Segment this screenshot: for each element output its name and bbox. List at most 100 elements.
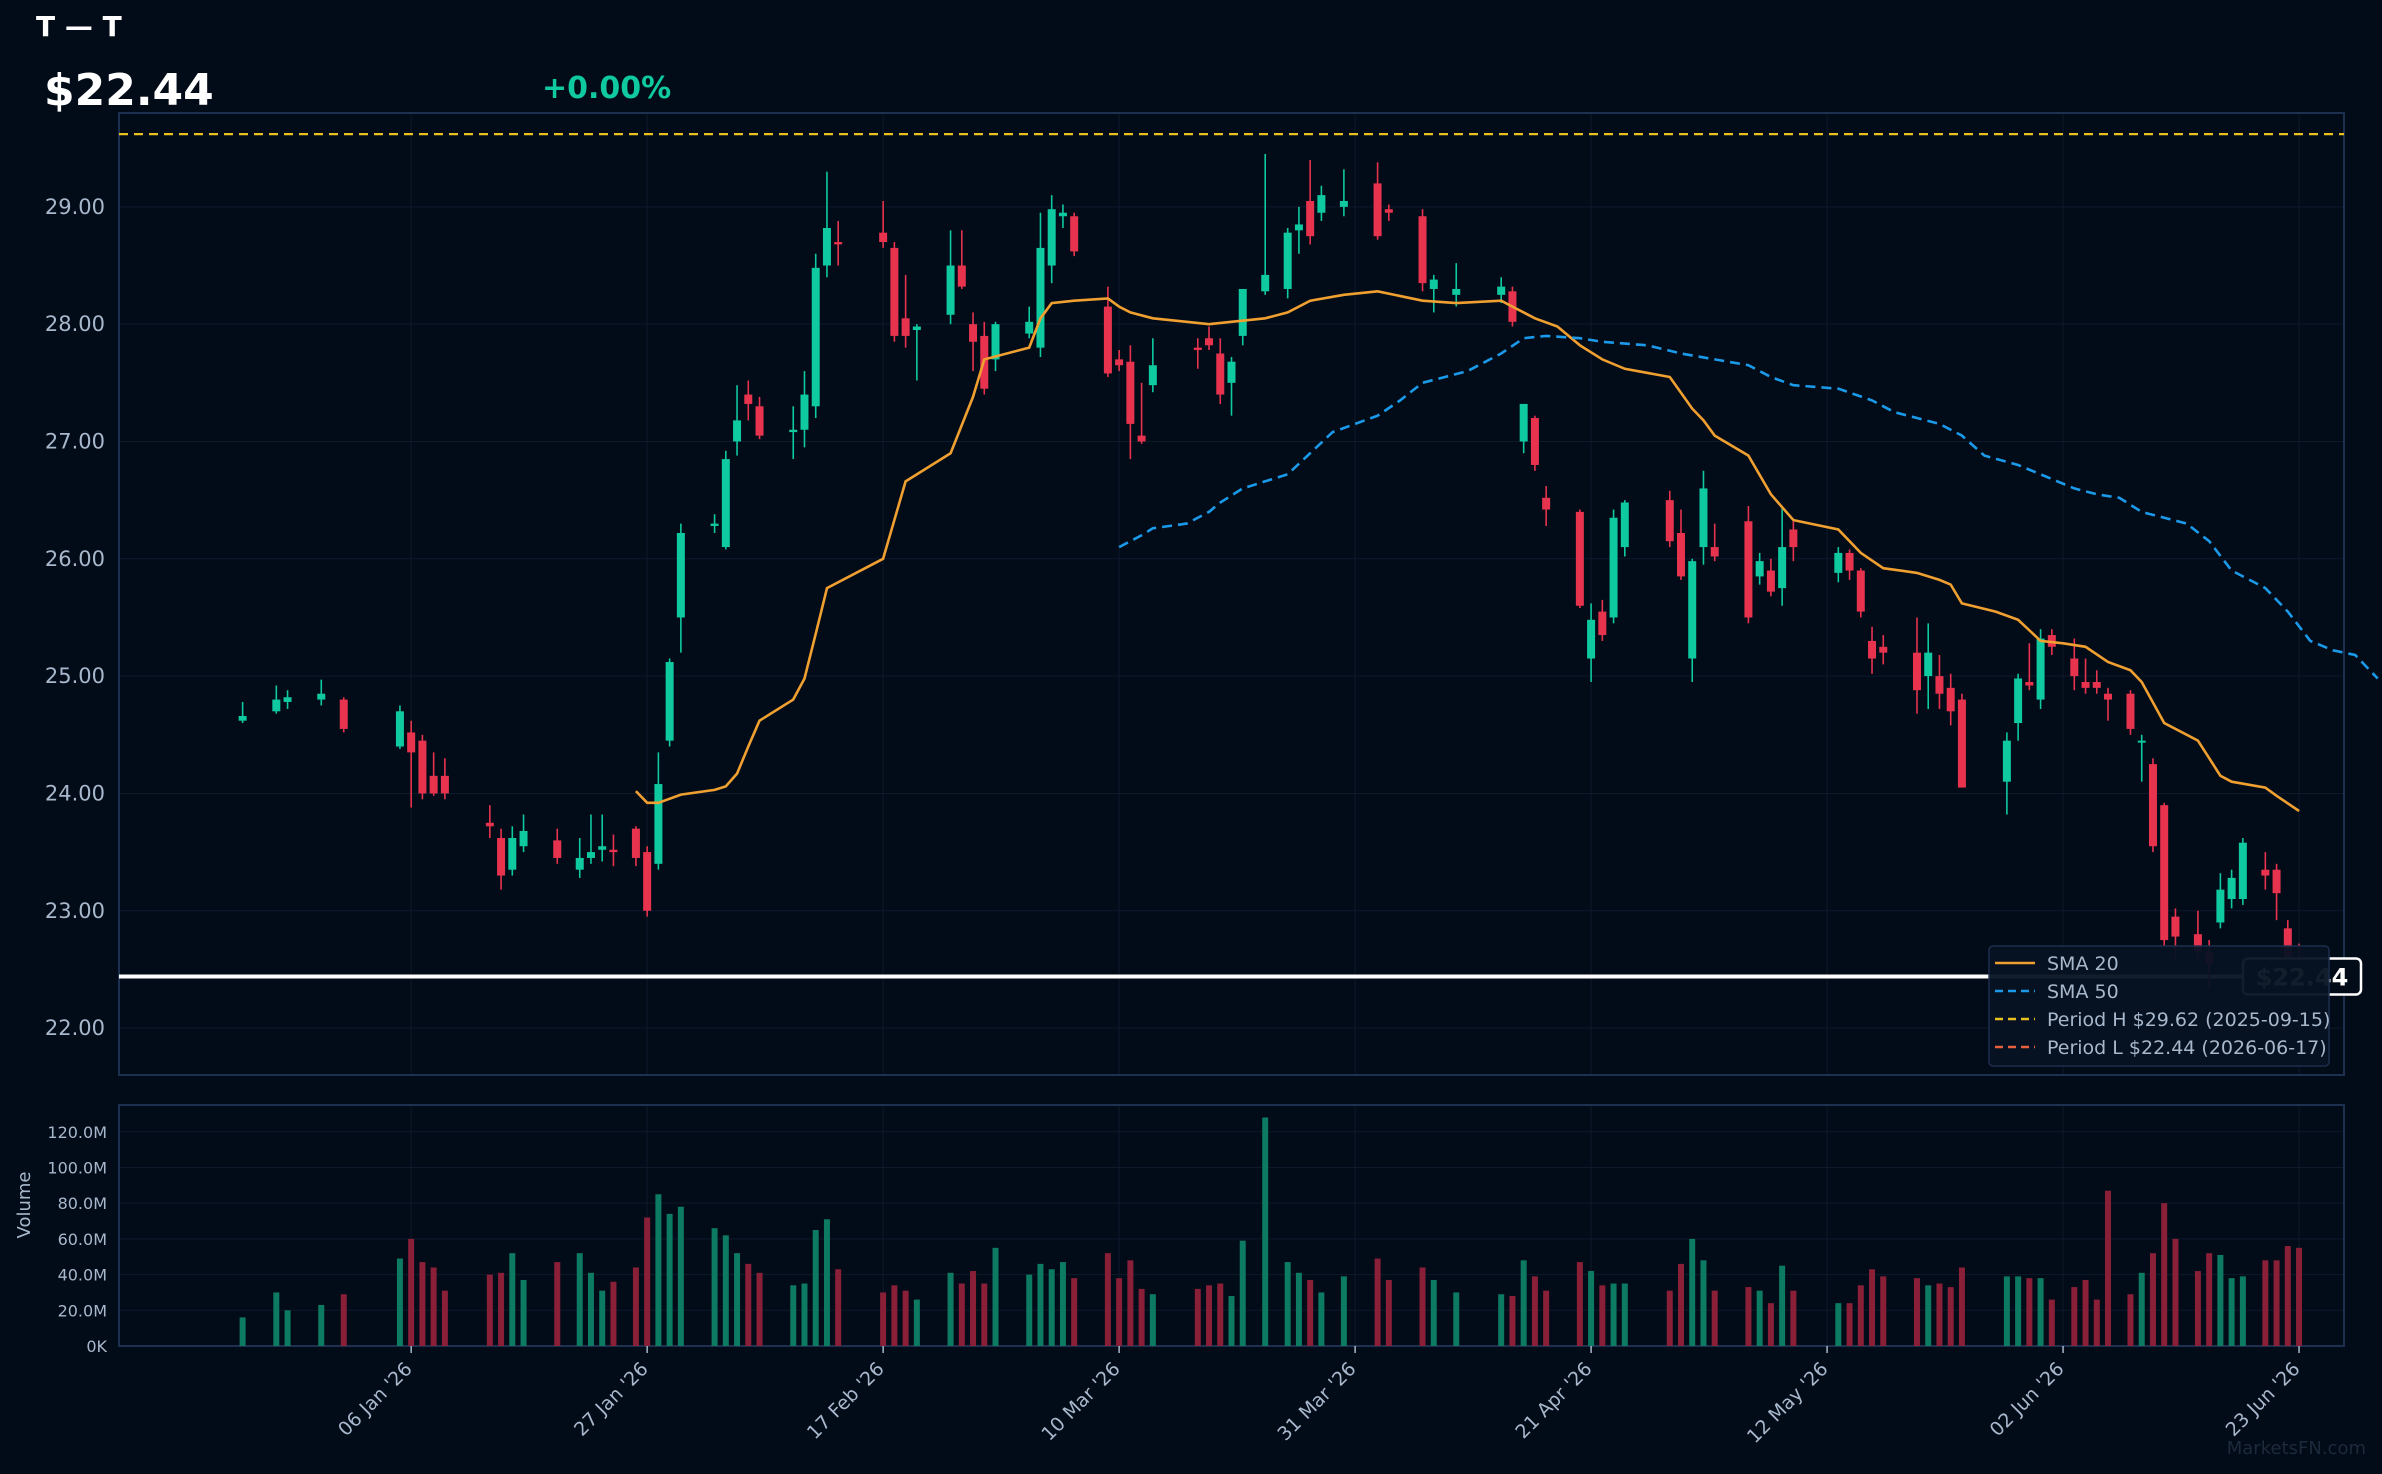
candle-body <box>317 693 326 700</box>
candle <box>1148 338 1157 393</box>
candle <box>1429 274 1438 313</box>
candle-body <box>2081 681 2090 688</box>
candle <box>631 826 640 867</box>
candle-body <box>1845 552 1854 571</box>
volume-bar <box>1071 1278 1078 1346</box>
volume-bar <box>1239 1240 1246 1346</box>
candle <box>1530 415 1539 471</box>
candle-body <box>1306 200 1315 237</box>
candle <box>407 720 416 808</box>
candle-body <box>1620 502 1629 548</box>
price-change: +0.00% <box>542 71 671 106</box>
candle-body <box>2137 740 2146 743</box>
volume-bar <box>1790 1290 1797 1346</box>
candle-body <box>1575 511 1584 606</box>
candle-body <box>901 318 910 336</box>
volume-bar <box>1498 1294 1505 1346</box>
candle <box>272 685 281 714</box>
volume-bar <box>1689 1238 1696 1346</box>
candle-body <box>1778 547 1787 589</box>
axis-labels: 22.00 23.00 24.00 25.00 26.00 27.00 28.00 29.00… <box>45 195 2363 1448</box>
candle-body <box>1452 288 1461 295</box>
candle <box>1778 506 1787 606</box>
volume-bar <box>441 1290 448 1346</box>
candle-body <box>1530 418 1539 465</box>
candle <box>1384 204 1393 221</box>
volume-bar <box>1925 1285 1932 1346</box>
volume-bar <box>1318 1292 1325 1346</box>
candle <box>1306 159 1315 245</box>
candle-body <box>1148 365 1157 386</box>
candle <box>665 658 674 747</box>
volume-tick-label: 0K <box>86 1337 107 1356</box>
candle-body <box>1688 561 1697 659</box>
watermark: MarketsFN.com <box>2227 1438 2366 1459</box>
candle <box>519 814 528 853</box>
candle-body <box>643 852 652 911</box>
volume-tick-label: 120.0M <box>47 1123 107 1142</box>
candle <box>2160 802 2169 946</box>
candle-body <box>1755 561 1764 577</box>
candle <box>1879 635 1888 665</box>
volume-bar <box>2149 1253 2156 1346</box>
candle-body <box>339 699 348 729</box>
candle-body <box>1665 500 1674 542</box>
candle <box>1058 204 1067 228</box>
candle <box>1047 195 1056 284</box>
candle <box>1542 486 1551 526</box>
candle-body <box>2238 842 2247 900</box>
price-tick-label: 27.00 <box>45 429 105 453</box>
volume-bar <box>2026 1278 2033 1346</box>
volume-bar <box>1857 1285 1864 1346</box>
candle <box>2014 673 2023 741</box>
volume-bar <box>1711 1290 1718 1346</box>
candle <box>1103 286 1112 377</box>
candle-body <box>440 775 449 794</box>
candle <box>1845 549 1854 580</box>
candle-body <box>238 716 247 721</box>
candle <box>1317 185 1326 221</box>
candle-body <box>1115 359 1124 366</box>
volume-bar <box>2127 1294 2134 1346</box>
candle-body <box>912 326 921 331</box>
volume-bar <box>2262 1260 2269 1346</box>
candle <box>2081 658 2090 694</box>
candle-body <box>755 406 764 436</box>
candle-body <box>609 849 618 853</box>
volume-axis-label: Volume <box>14 1172 35 1239</box>
volume-bar <box>1869 1269 1876 1346</box>
candle-body <box>283 697 292 702</box>
candle <box>317 679 326 706</box>
volume-bar <box>1509 1296 1516 1346</box>
volume-bar <box>2172 1238 2179 1346</box>
volume-bar <box>958 1283 965 1346</box>
candle-body <box>429 775 438 794</box>
candle <box>1946 673 1955 726</box>
candle <box>1620 500 1629 557</box>
candle-body <box>553 840 562 858</box>
volume-bar <box>722 1235 729 1346</box>
volume-bar <box>1385 1279 1392 1346</box>
candle <box>485 805 494 839</box>
volume-bar <box>1127 1260 1134 1346</box>
candle <box>1665 490 1674 548</box>
candle-body <box>1238 288 1247 336</box>
volume-bar <box>632 1267 639 1346</box>
candle <box>1339 169 1348 217</box>
volume-bar <box>1958 1267 1965 1346</box>
candle <box>643 846 652 917</box>
candle <box>1710 523 1719 562</box>
volume-bar <box>2138 1272 2145 1346</box>
candle-body <box>1227 361 1236 383</box>
candle-body <box>485 822 494 827</box>
candle-body <box>957 265 966 287</box>
candle <box>2261 852 2270 890</box>
volume-bar <box>1700 1260 1707 1346</box>
volume-bar <box>1037 1263 1044 1346</box>
volume-bar <box>2217 1254 2224 1346</box>
candle <box>1834 547 1843 583</box>
volume-bar <box>1453 1292 1460 1346</box>
volume-bar <box>2048 1299 2055 1346</box>
candle <box>1238 288 1247 346</box>
candle <box>834 220 843 266</box>
